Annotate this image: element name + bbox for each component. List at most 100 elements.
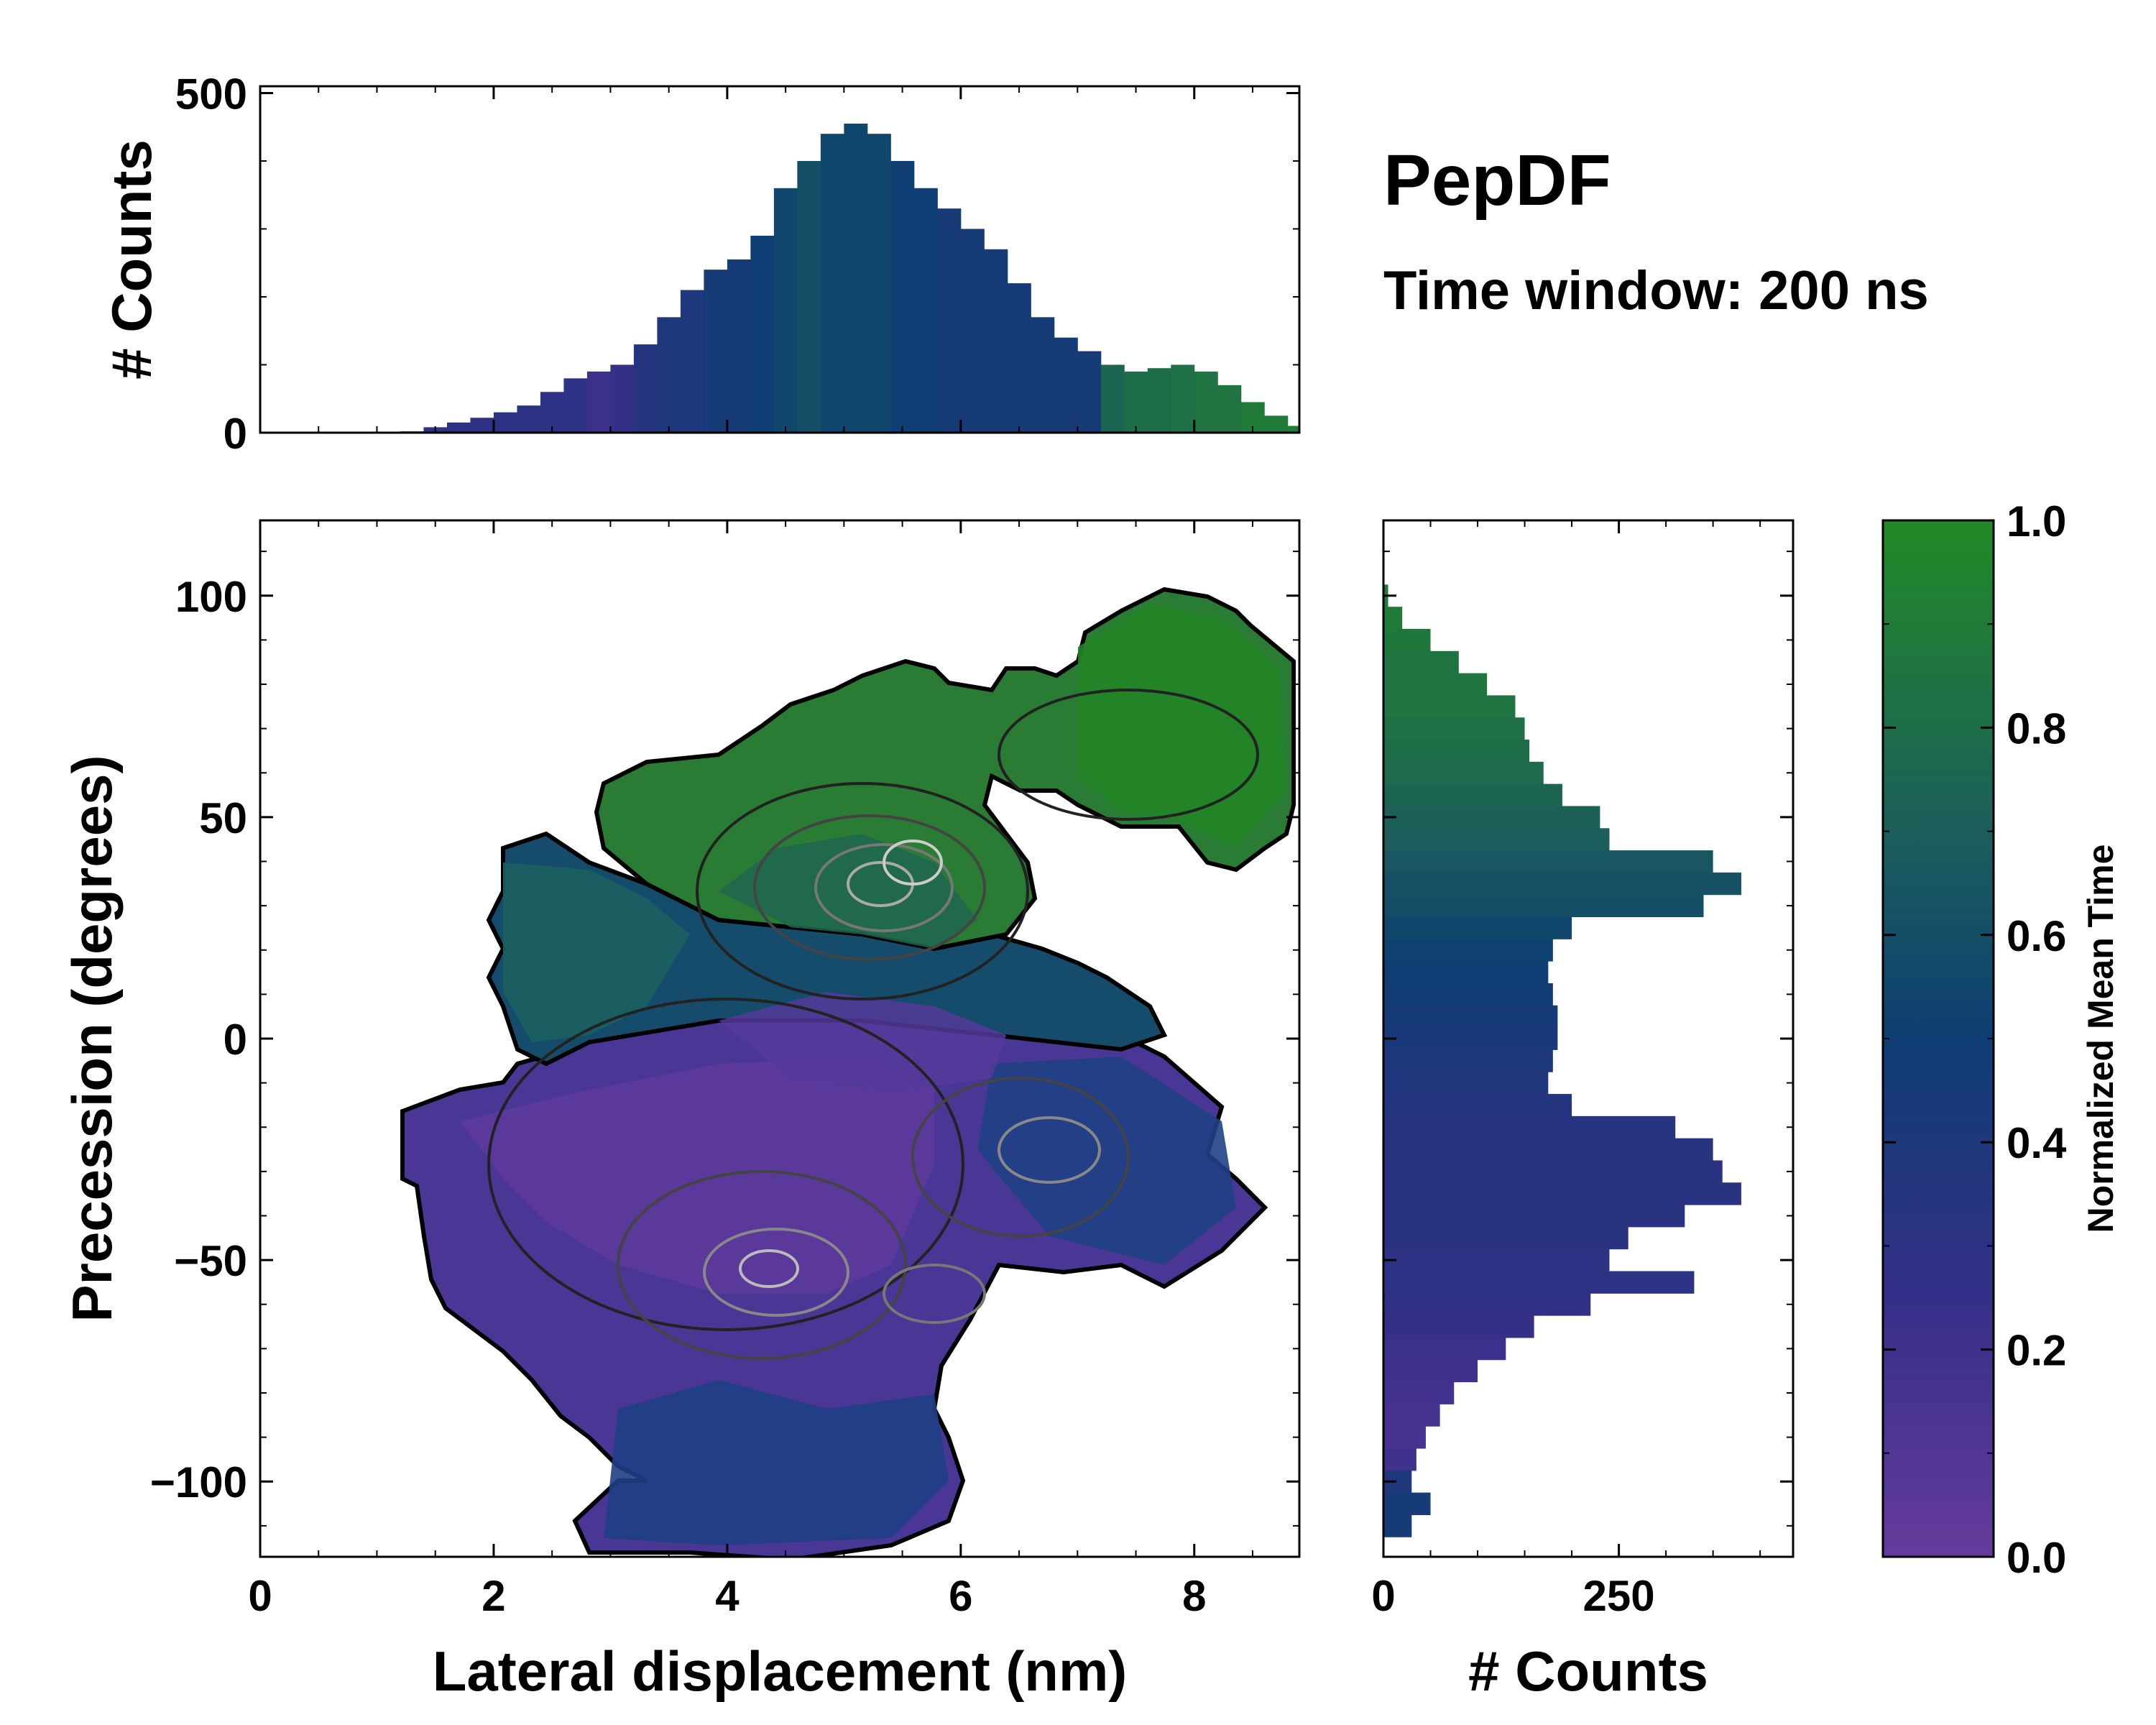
top-hist-bar [517, 405, 541, 433]
joint-plot: 0 2 4 6 8 100 50 0 −50 −100 Lateral displacement… [60, 519, 1793, 1703]
region-early-right [977, 1057, 1236, 1265]
top-hist-bar [704, 270, 728, 433]
right-hist-bar [1383, 717, 1525, 740]
top-hist-bar [984, 249, 1008, 433]
right-hist-bar [1383, 1293, 1591, 1316]
right-hist-bar [1383, 916, 1572, 939]
x-tick-label: 4 [715, 1572, 740, 1620]
top-hist-bar [1287, 426, 1299, 433]
right-hist-bar [1383, 1426, 1426, 1449]
top-hist-bar [867, 134, 891, 433]
right-hist-bar [1383, 607, 1403, 630]
top-hist-bar [1171, 364, 1195, 433]
right-hist-bar [1383, 1514, 1412, 1537]
colorbar-tick-label: 1.0 [2007, 497, 2066, 546]
right-hist-bar [1383, 961, 1549, 984]
x-tick-label: 2 [482, 1572, 505, 1620]
top-hist-bar [844, 123, 868, 433]
top-hist-bar [1147, 368, 1171, 433]
right-hist-bar [1383, 1205, 1685, 1228]
right-hist-bar [1383, 1072, 1549, 1095]
top-histogram-bars [400, 123, 1299, 433]
top-hist-bar [937, 208, 962, 433]
right-hist-bar [1383, 806, 1600, 829]
top-hist-bar [633, 344, 658, 433]
right-hist-bar [1383, 1271, 1695, 1294]
joint-ylabel: Precession (degrees) [60, 755, 124, 1322]
right-hist-bar [1383, 650, 1459, 674]
right-hist-bar [1383, 1381, 1455, 1404]
right-hist-bar [1383, 761, 1544, 785]
right-x-tick-label: 0 [1371, 1572, 1395, 1620]
y-tick-label: 50 [199, 794, 247, 842]
right-hist-bar [1383, 1027, 1558, 1050]
colorbar-tick-label: 0.2 [2007, 1327, 2066, 1375]
top-hist-bar [727, 259, 751, 433]
top-hist-bar [913, 188, 938, 433]
top-hist-bar [680, 290, 704, 433]
right-histogram-ticks [1382, 520, 1793, 1557]
colorbar-label: Normalized Mean Time [2081, 845, 2121, 1233]
top-hist-bar [657, 317, 681, 433]
region-late-teal [719, 834, 977, 949]
colorbar-tick-label: 0.8 [2007, 704, 2066, 753]
right-histogram: 0 250 # Counts [1371, 519, 1795, 1703]
top-hist-bar [1194, 371, 1218, 433]
right-hist-bar [1383, 828, 1610, 851]
region-early-lower [604, 1380, 949, 1545]
y-tick-label: −50 [174, 1237, 247, 1285]
colorbar-tick-label: 0.4 [2007, 1119, 2067, 1167]
right-x-tick-label: 250 [1583, 1572, 1655, 1620]
top-hist-bar [1217, 385, 1242, 433]
right-hist-bar [1383, 695, 1516, 718]
right-hist-bar [1383, 1049, 1553, 1072]
right-hist-bar [1383, 1248, 1610, 1272]
x-tick-label: 8 [1182, 1572, 1206, 1620]
colorbar-tick-label: 0.0 [2007, 1534, 2066, 1582]
top-hist-bar [890, 160, 915, 433]
y-tick-label: 0 [224, 1016, 247, 1064]
colorbar-tick-label: 0.6 [2007, 912, 2066, 960]
top-hist-bar [820, 134, 844, 433]
top-hist-bar [563, 378, 588, 433]
top-histogram-ylabel: # Counts [100, 139, 163, 380]
region-middle-teal [503, 862, 690, 1042]
chart-title: PepDF [1383, 140, 1611, 221]
joint-xlabel: Lateral displacement (nm) [433, 1639, 1128, 1703]
top-histogram-ticks [259, 86, 1299, 434]
right-hist-bar [1383, 783, 1562, 806]
top-hist-bar [586, 371, 611, 433]
chart-subtitle: Time window: 200 ns [1383, 260, 1929, 321]
right-hist-bar [1383, 872, 1741, 896]
right-histogram-xlabel: # Counts [1468, 1639, 1708, 1703]
top-hist-bar [797, 160, 821, 433]
y-tick-label: 100 [175, 573, 247, 621]
right-hist-bar [1383, 1094, 1572, 1117]
top-hist-bar [1264, 415, 1289, 433]
top-hist-bar [750, 235, 775, 433]
top-hist-bar [493, 412, 517, 433]
right-hist-bar [1383, 1226, 1628, 1250]
right-hist-bar [1383, 894, 1704, 918]
top-hist-bar [773, 188, 798, 433]
region-early-core [460, 1057, 934, 1294]
right-hist-bar [1383, 1448, 1416, 1471]
colorbar-ticks [1883, 519, 1994, 1558]
right-hist-bar [1383, 1116, 1676, 1139]
right-hist-bar [1383, 1404, 1440, 1427]
top-hist-bar [470, 418, 494, 433]
colorbar-gradient [1883, 520, 1994, 1557]
top-hist-bar [446, 422, 471, 433]
x-tick-label: 0 [248, 1572, 272, 1620]
top-hist-bar [1054, 337, 1078, 433]
x-tick-label: 6 [949, 1572, 972, 1620]
top-histogram-frame [259, 85, 1301, 434]
top-y-tick-label: 500 [175, 70, 247, 118]
right-hist-bar [1383, 1492, 1431, 1515]
right-hist-bar [1383, 1182, 1741, 1205]
right-hist-bar [1383, 740, 1530, 763]
right-hist-bar [1383, 628, 1431, 652]
top-hist-bar [540, 392, 564, 433]
y-tick-label: −100 [150, 1458, 247, 1506]
